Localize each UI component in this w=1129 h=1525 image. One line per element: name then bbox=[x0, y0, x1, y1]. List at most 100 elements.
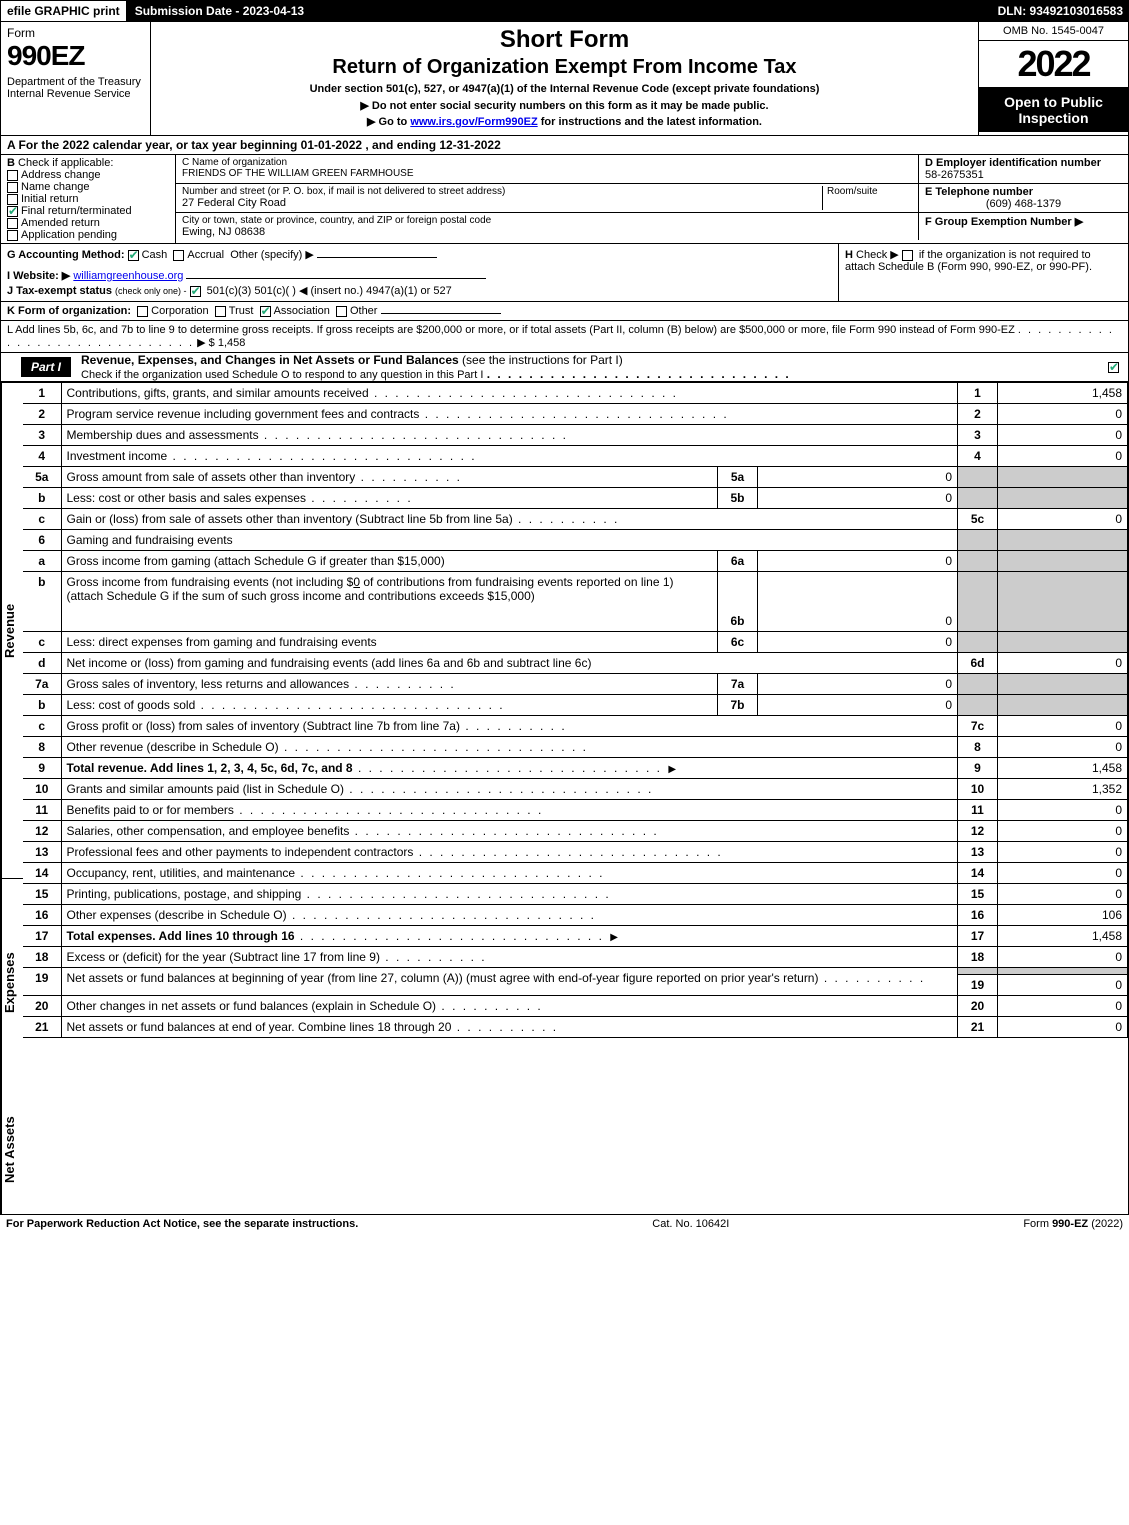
line-6c: c Less: direct expenses from gaming and … bbox=[23, 632, 1128, 653]
check-accrual[interactable] bbox=[173, 250, 184, 261]
irs-link[interactable]: www.irs.gov/Form990EZ bbox=[410, 116, 537, 128]
check-amended-return[interactable] bbox=[7, 218, 18, 229]
l5c-desc: Gain or (loss) from sale of assets other… bbox=[67, 512, 513, 526]
l5a-sub: 5a bbox=[718, 467, 758, 488]
room-label: Room/suite bbox=[827, 186, 912, 197]
l5b-desc: Less: cost or other basis and sales expe… bbox=[67, 491, 306, 505]
j-opts: 501(c)(3) 501(c)( ) ◀ (insert no.) 4947(… bbox=[207, 285, 452, 297]
section-g-i: G Accounting Method: Cash Accrual Other … bbox=[1, 244, 838, 301]
l7b-sub: 7b bbox=[718, 695, 758, 716]
l5b-dots bbox=[306, 491, 413, 505]
instr-goto: ▶ Go to www.irs.gov/Form990EZ for instru… bbox=[159, 115, 970, 128]
check-assoc[interactable] bbox=[260, 306, 271, 317]
l5b-grey2 bbox=[998, 488, 1128, 509]
l8-dots bbox=[279, 740, 588, 754]
l20-desc: Other changes in net assets or fund bala… bbox=[67, 999, 437, 1013]
l6c-sub: 6c bbox=[718, 632, 758, 653]
l21-num: 21 bbox=[23, 1017, 61, 1038]
l6b-grey bbox=[958, 572, 998, 632]
l8-desc: Other revenue (describe in Schedule O) bbox=[67, 740, 279, 754]
check-other-org[interactable] bbox=[336, 306, 347, 317]
check-application-pending[interactable] bbox=[7, 230, 18, 241]
omb-number: OMB No. 1545-0047 bbox=[979, 22, 1128, 41]
part1-dots bbox=[487, 367, 791, 381]
l11-num: 11 bbox=[23, 800, 61, 821]
side-revenue: Revenue bbox=[1, 382, 23, 878]
l18-desc: Excess or (deficit) for the year (Subtra… bbox=[67, 950, 380, 964]
l-amount: 1,458 bbox=[218, 337, 246, 349]
website-link[interactable]: williamgreenhouse.org bbox=[73, 270, 183, 282]
line-1: 1 Contributions, gifts, grants, and simi… bbox=[23, 383, 1128, 404]
l13-dots bbox=[413, 845, 722, 859]
l15-ref: 15 bbox=[958, 884, 998, 905]
l20-num: 20 bbox=[23, 996, 61, 1017]
j-label: J Tax-exempt status bbox=[7, 285, 112, 297]
line-4: 4 Investment income 4 0 bbox=[23, 446, 1128, 467]
l19-desc: Net assets or fund balances at beginning… bbox=[67, 971, 819, 985]
section-k: K Form of organization: Corporation Trus… bbox=[0, 302, 1129, 321]
l4-desc: Investment income bbox=[67, 449, 168, 463]
line-5c: c Gain or (loss) from sale of assets oth… bbox=[23, 509, 1128, 530]
title-short-form: Short Form bbox=[159, 26, 970, 54]
l6a-grey2 bbox=[998, 551, 1128, 572]
l14-dots bbox=[295, 866, 604, 880]
l20-ref: 20 bbox=[958, 996, 998, 1017]
row-a-tax-year: A For the 2022 calendar year, or tax yea… bbox=[0, 136, 1129, 155]
l6c-desc: Less: direct expenses from gaming and fu… bbox=[67, 635, 377, 649]
label-name-change: Name change bbox=[21, 181, 90, 193]
check-h[interactable] bbox=[902, 250, 913, 261]
l15-desc: Printing, publications, postage, and shi… bbox=[67, 887, 302, 901]
check-corp[interactable] bbox=[137, 306, 148, 317]
efile-label: efile GRAPHIC print bbox=[0, 0, 127, 22]
l12-dots bbox=[349, 824, 658, 838]
l21-ref: 21 bbox=[958, 1017, 998, 1038]
line-5a: 5a Gross amount from sale of assets othe… bbox=[23, 467, 1128, 488]
l6c-num: c bbox=[23, 632, 61, 653]
line-6b: b Gross income from fundraising events (… bbox=[23, 572, 1128, 632]
tax-year: 2022 bbox=[979, 41, 1128, 88]
check-501c3[interactable] bbox=[190, 286, 201, 297]
section-bcdef: B Check if applicable: Address change Na… bbox=[0, 155, 1129, 244]
l19-grey bbox=[958, 968, 998, 975]
street-label: Number and street (or P. O. box, if mail… bbox=[182, 186, 822, 197]
l17-arrow-icon bbox=[607, 929, 621, 943]
l19-val: 0 bbox=[998, 975, 1128, 996]
open-to-public: Open to Public Inspection bbox=[979, 88, 1128, 132]
line-6a: a Gross income from gaming (attach Sched… bbox=[23, 551, 1128, 572]
header-right: OMB No. 1545-0047 2022 Open to Public In… bbox=[978, 22, 1128, 135]
header-center: Short Form Return of Organization Exempt… bbox=[151, 22, 978, 135]
g-label: G Accounting Method: bbox=[7, 249, 125, 261]
l3-num: 3 bbox=[23, 425, 61, 446]
l6d-desc: Net income or (loss) from gaming and fun… bbox=[67, 656, 592, 670]
line-8: 8 Other revenue (describe in Schedule O)… bbox=[23, 737, 1128, 758]
instr-goto-pre: ▶ Go to bbox=[367, 116, 410, 128]
section-b: B Check if applicable: Address change Na… bbox=[1, 155, 176, 243]
l7c-num: c bbox=[23, 716, 61, 737]
check-name-change[interactable] bbox=[7, 182, 18, 193]
line-21: 21 Net assets or fund balances at end of… bbox=[23, 1017, 1128, 1038]
l6c-grey2 bbox=[998, 632, 1128, 653]
section-d: D Employer identification number 58-2675… bbox=[918, 155, 1128, 183]
check-trust[interactable] bbox=[215, 306, 226, 317]
l12-num: 12 bbox=[23, 821, 61, 842]
l7a-num: 7a bbox=[23, 674, 61, 695]
l3-val: 0 bbox=[998, 425, 1128, 446]
l13-ref: 13 bbox=[958, 842, 998, 863]
l17-ref: 17 bbox=[958, 926, 998, 947]
b-label: B bbox=[7, 157, 15, 169]
check-final-return[interactable] bbox=[7, 206, 18, 217]
l17-val: 1,458 bbox=[998, 926, 1128, 947]
check-cash[interactable] bbox=[128, 250, 139, 261]
l20-val: 0 bbox=[998, 996, 1128, 1017]
l5c-num: c bbox=[23, 509, 61, 530]
check-address-change[interactable] bbox=[7, 170, 18, 181]
l-amount-label: ▶ $ bbox=[197, 337, 215, 349]
l19-num: 19 bbox=[23, 968, 61, 996]
ein: 58-2675351 bbox=[925, 169, 1122, 181]
section-f: F Group Exemption Number ▶ bbox=[918, 213, 1128, 240]
l6a-desc: Gross income from gaming (attach Schedul… bbox=[67, 554, 445, 568]
check-part1-scho[interactable] bbox=[1108, 362, 1119, 373]
l7b-grey bbox=[958, 695, 998, 716]
l7b-num: b bbox=[23, 695, 61, 716]
label-accrual: Accrual bbox=[187, 249, 224, 261]
